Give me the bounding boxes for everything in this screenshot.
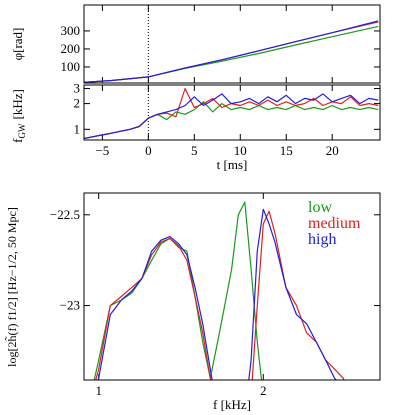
series-line: [84, 101, 379, 140]
plot-area: [93, 201, 345, 380]
x-tick-label: 0: [145, 143, 152, 158]
series-line: [84, 93, 379, 140]
series-line: [84, 20, 379, 83]
series-line: [84, 25, 379, 83]
axes-frame: [83, 192, 381, 381]
x-tick-label: 15: [280, 143, 293, 158]
x-axis-label: t [ms]: [217, 157, 248, 172]
axes-frame: [83, 4, 381, 84]
y-tick-label: 3: [74, 81, 81, 96]
y-axis-label-part: f: [10, 138, 25, 143]
series-line: [84, 87, 379, 140]
y-axis-label: fGW [kHz]: [10, 89, 27, 143]
legend-entry: high: [308, 231, 336, 248]
plot-area: [84, 87, 379, 140]
x-tick-label: 1: [95, 383, 102, 398]
axes-frame: [83, 84, 381, 141]
y-tick-label: −23: [60, 298, 80, 313]
y-axis-label-part: [kHz]: [10, 89, 25, 119]
y-tick-label: −22.5: [50, 207, 80, 222]
y-tick-label: 2: [74, 96, 81, 111]
plot-area: [84, 20, 379, 83]
y-tick-label: 200: [61, 41, 81, 56]
y-tick-label: 300: [61, 23, 81, 38]
series-line: [84, 21, 379, 83]
x-axis-label: f [kHz]: [213, 397, 251, 412]
y-axis-label: log[2h̃(f) f1/2] [Hz−1/2, 50 Mpc]: [4, 207, 19, 367]
y-axis-label-part: GW: [17, 123, 27, 138]
y-axis-label: φ[rad]: [10, 28, 25, 61]
y-tick-label: 1: [74, 121, 81, 136]
x-tick-label: 10: [234, 143, 247, 158]
x-tick-label: −5: [95, 143, 109, 158]
legend-entry: low: [308, 199, 332, 216]
x-tick-label: 2: [260, 383, 267, 398]
y-tick-label: 100: [61, 59, 81, 74]
legend-entry: medium: [308, 215, 361, 232]
x-tick-label: 5: [191, 143, 198, 158]
series-line: [97, 208, 338, 380]
x-tick-label: 20: [326, 143, 339, 158]
series-line: [93, 201, 263, 380]
